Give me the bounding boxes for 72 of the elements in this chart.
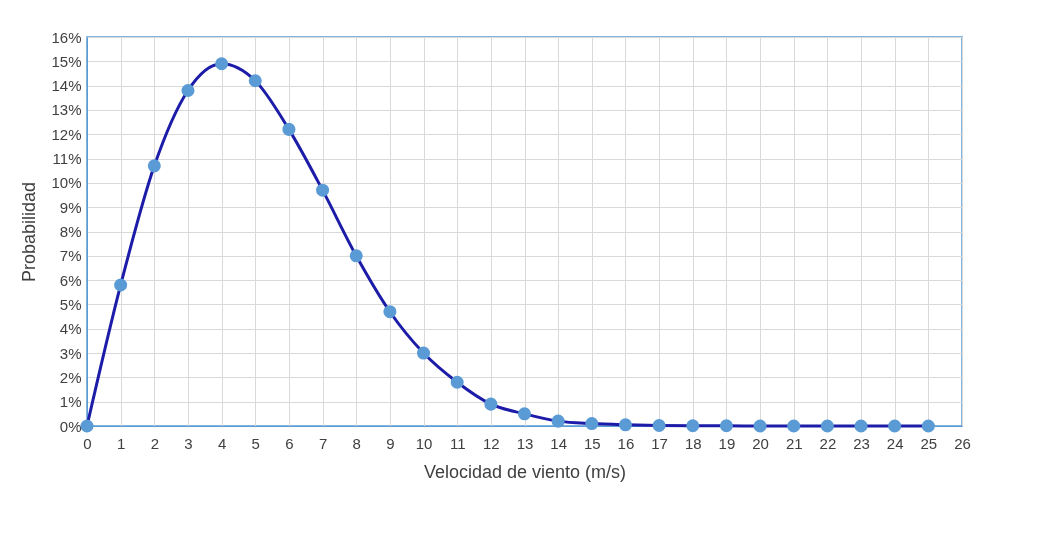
point [114,278,128,292]
point [417,346,431,360]
y-tick-label: 8% [59,223,82,240]
x-tick-label: 8 [352,434,361,452]
point [147,159,161,173]
y-tick-label: 7% [59,247,82,265]
point [383,305,397,319]
y-tick-label: 16% [51,28,82,46]
y-tick-label: 10% [51,174,82,192]
x-tick-label: 1 [116,434,126,452]
point [248,74,262,88]
y-tick-label: 0% [59,417,82,435]
x-tick-label: 24 [886,434,904,452]
y-tick-label: 5% [59,295,82,313]
point [686,419,700,433]
x-tick-label: 0 [83,434,92,452]
x-tick-label: 21 [785,434,803,452]
point [517,407,532,421]
point [80,419,94,433]
x-tick-label: 10 [415,434,433,452]
x-tick-label: 23 [853,434,870,452]
point [820,419,834,433]
y-tick-label: 4% [59,320,82,338]
x-tick-label: 26 [954,434,971,452]
point [652,419,666,433]
x-tick-label: 12 [483,434,500,452]
y-tick-label: 12% [51,125,82,143]
x-tick-label: 22 [819,434,837,452]
x-tick-label: 19 [718,434,736,452]
point [181,83,195,97]
point [484,397,498,411]
point [585,417,599,431]
y-axis-title: Probabilidad [19,181,40,283]
y-tick-label: 11% [52,150,82,168]
x-tick-label: 17 [651,434,668,452]
y-tick-label: 6% [59,271,82,289]
x-tick-label: 14 [550,434,567,452]
point [551,414,565,428]
point [787,419,801,433]
point [316,183,330,197]
x-tick-label: 16 [617,434,635,452]
x-tick-label: 9 [386,434,395,452]
x-tick-label: 7 [318,434,328,452]
x-tick-label: 15 [583,434,601,452]
point [719,419,733,433]
x-tick-label: 2 [150,434,159,452]
x-axis-title: Velocidad de viento (m/s) [423,461,627,482]
x-tick-label: 3 [184,434,193,452]
y-tick-label: 9% [59,198,82,216]
y-tick-label: 2% [59,368,82,386]
y-tick-label: 14% [51,77,82,95]
x-tick-label: 13 [516,434,534,452]
point [888,419,902,433]
x-tick-label: 25 [920,434,938,452]
point [450,375,464,389]
x-tick-label: 11 [449,434,466,452]
y-tick-label: 3% [59,344,82,362]
y-tick-label: 13% [51,101,82,119]
point [753,419,767,433]
point [349,249,363,263]
x-tick-label: 6 [285,434,294,452]
y-tick-label: 1% [59,393,82,411]
x-tick-label: 4 [217,434,227,452]
x-tick-label: 18 [684,434,702,452]
point [282,122,296,136]
y-tick-label: 15% [51,52,82,70]
x-tick-label: 20 [752,434,769,452]
point [921,419,935,433]
point [854,419,868,433]
point [618,418,632,432]
point [215,57,229,71]
x-tick-label: 5 [251,434,260,452]
